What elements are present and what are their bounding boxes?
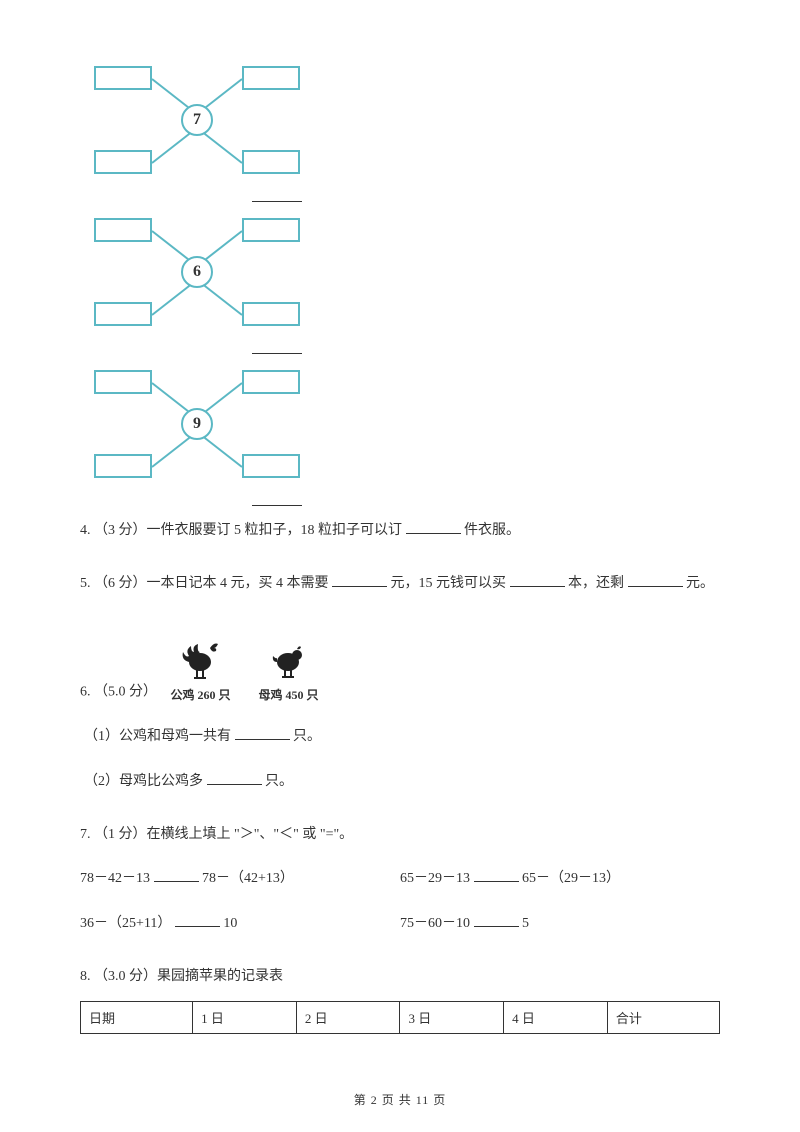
q6-sub2: （2）母鸡比公鸡多 只。 xyxy=(84,767,720,798)
answer-blank[interactable] xyxy=(474,868,519,882)
hen-figure: 母鸡 450 只 xyxy=(259,644,319,708)
q6-sub2-b: 只。 xyxy=(265,774,293,789)
q6-prefix: 6. （5.0 分） xyxy=(80,684,157,699)
diagram-box[interactable] xyxy=(94,150,152,174)
table-header: 日期 xyxy=(81,1001,193,1033)
q5-text-c: 本，还剩 xyxy=(568,576,624,591)
expr-left: 36－（25+11） xyxy=(80,916,171,931)
expr-right: 78－（42+13） xyxy=(202,871,294,886)
bond-diagram-9: 9 xyxy=(92,364,720,484)
table-header: 1 日 xyxy=(193,1001,297,1033)
q6-sub1-a: （1）公鸡和母鸡一共有 xyxy=(84,729,231,744)
diagram-box[interactable] xyxy=(94,66,152,90)
rooster-figure: 公鸡 260 只 xyxy=(171,640,231,708)
q7-title: 7. （1 分）在横线上填上 "＞"、"＜" 或 "="。 xyxy=(80,820,720,851)
answer-blank[interactable] xyxy=(175,913,220,927)
apple-table: 日期 1 日 2 日 3 日 4 日 合计 xyxy=(80,1001,720,1034)
bond-diagram-6: 6 xyxy=(92,212,720,332)
answer-blank[interactable] xyxy=(406,520,461,534)
answer-blank[interactable] xyxy=(252,492,302,506)
expr-right: 5 xyxy=(522,916,529,931)
question-7: 7. （1 分）在横线上填上 "＞"、"＜" 或 "="。 78－42－13 7… xyxy=(80,820,720,940)
question-8: 8. （3.0 分）果园摘苹果的记录表 日期 1 日 2 日 3 日 4 日 合… xyxy=(80,962,720,1034)
rooster-icon xyxy=(180,640,222,680)
q4-text-b: 件衣服。 xyxy=(464,523,520,538)
answer-blank[interactable] xyxy=(510,573,565,587)
diagram-box[interactable] xyxy=(94,218,152,242)
table-header: 2 日 xyxy=(296,1001,400,1033)
q6-sub1-b: 只。 xyxy=(293,729,321,744)
q6-sub1: （1）公鸡和母鸡一共有 只。 xyxy=(84,722,720,753)
expr-left: 65－29－13 xyxy=(400,871,470,886)
diagram-center: 9 xyxy=(181,408,213,440)
diagram-group: 7 6 9 xyxy=(80,60,720,506)
table-header: 3 日 xyxy=(400,1001,504,1033)
hen-icon xyxy=(270,644,308,680)
q6-sub2-a: （2）母鸡比公鸡多 xyxy=(84,774,203,789)
q4-text-a: 4. （3 分）一件衣服要订 5 粒扣子，18 粒扣子可以订 xyxy=(80,523,402,538)
answer-blank[interactable] xyxy=(235,726,290,740)
expr-right: 10 xyxy=(223,916,237,931)
expr-left: 75－60－10 xyxy=(400,916,470,931)
answer-blank[interactable] xyxy=(332,573,387,587)
diagram-box[interactable] xyxy=(94,454,152,478)
diagram-box[interactable] xyxy=(242,218,300,242)
diagram-box[interactable] xyxy=(242,150,300,174)
diagram-center: 6 xyxy=(181,256,213,288)
diagram-box[interactable] xyxy=(242,370,300,394)
hen-label: 母鸡 450 只 xyxy=(259,682,319,708)
q5-text-d: 元。 xyxy=(686,576,714,591)
question-5: 5. （6 分）一本日记本 4 元，买 4 本需要 元，15 元钱可以买 本，还… xyxy=(80,569,720,600)
q5-text-b: 元，15 元钱可以买 xyxy=(391,576,507,591)
answer-blank[interactable] xyxy=(207,771,262,785)
question-4: 4. （3 分）一件衣服要订 5 粒扣子，18 粒扣子可以订 件衣服。 xyxy=(80,516,720,547)
q7-row-1: 78－42－13 78－（42+13） 65－29－13 65－（29－13） xyxy=(80,864,720,895)
answer-blank[interactable] xyxy=(252,340,302,354)
expr-left: 78－42－13 xyxy=(80,871,150,886)
answer-blank[interactable] xyxy=(628,573,683,587)
diagram-center: 7 xyxy=(181,104,213,136)
answer-blank[interactable] xyxy=(154,868,199,882)
answer-blank[interactable] xyxy=(252,188,302,202)
page-footer: 第 2 页 共 11 页 xyxy=(0,1091,800,1108)
table-header: 4 日 xyxy=(504,1001,608,1033)
diagram-box[interactable] xyxy=(94,370,152,394)
expr-right: 65－（29－13） xyxy=(522,871,620,886)
q8-title: 8. （3.0 分）果园摘苹果的记录表 xyxy=(80,962,720,993)
diagram-box[interactable] xyxy=(94,302,152,326)
q5-text-a: 5. （6 分）一本日记本 4 元，买 4 本需要 xyxy=(80,576,329,591)
answer-blank[interactable] xyxy=(474,913,519,927)
bond-diagram-7: 7 xyxy=(92,60,720,180)
table-row: 日期 1 日 2 日 3 日 4 日 合计 xyxy=(81,1001,720,1033)
diagram-box[interactable] xyxy=(242,302,300,326)
table-header: 合计 xyxy=(607,1001,719,1033)
diagram-box[interactable] xyxy=(242,66,300,90)
q7-row-2: 36－（25+11） 10 75－60－10 5 xyxy=(80,909,720,940)
rooster-label: 公鸡 260 只 xyxy=(171,682,231,708)
question-6: 6. （5.0 分） 公鸡 260 只 xyxy=(80,640,720,798)
diagram-box[interactable] xyxy=(242,454,300,478)
